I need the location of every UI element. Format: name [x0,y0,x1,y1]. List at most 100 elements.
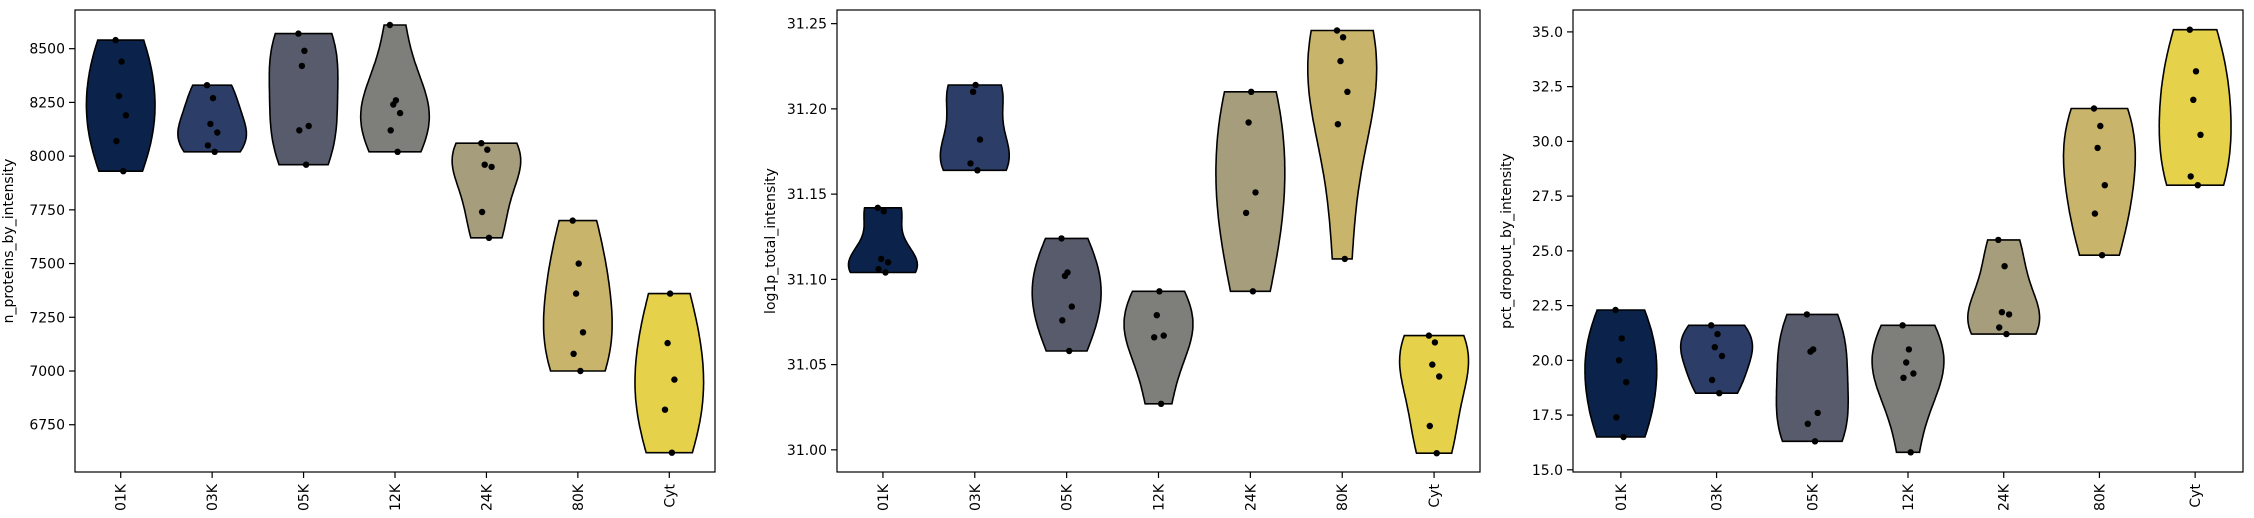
data-point [1618,335,1626,342]
data-point [974,167,981,174]
data-point [1714,330,1721,338]
y-tick-label: 31.00 [787,443,827,459]
violin-12K [1871,324,1945,454]
data-point [112,36,119,44]
data-point [1249,288,1257,295]
data-point [207,120,214,128]
y-tick-label: 17.5 [1532,408,1563,424]
data-point [1708,322,1715,329]
data-point [2194,182,2201,189]
data-point [1429,361,1436,368]
x-tick-label: 80K [571,483,587,511]
y-tick-label: 22.5 [1532,299,1563,315]
data-point [1903,359,1910,366]
data-point [118,58,125,65]
data-point [1334,121,1342,128]
violin-01K [1584,309,1658,438]
data-point [2003,330,2010,338]
data-point [880,208,887,215]
data-point [211,148,218,155]
violin-24K [451,142,522,239]
y-tick-label: 7500 [29,257,65,273]
y-tick-label: 35.0 [1532,25,1563,41]
data-point [661,406,669,413]
y-tick-label: 8000 [29,149,65,165]
data-point [1899,322,1906,329]
x-tick-label: Cyt [1427,484,1443,508]
y-tick-label: 6750 [29,418,65,434]
data-point [2001,263,2008,270]
x-tick-label: 24K [1997,483,2013,511]
data-point [976,136,984,143]
data-point [485,234,493,241]
data-point [1612,306,1619,314]
data-point [575,260,582,267]
y-tick-label: 25.0 [1532,244,1563,260]
data-point [570,350,577,357]
data-point [1333,27,1341,34]
y-tick-label: 31.20 [787,102,827,118]
chart-panel-2: 31.00 31.05 31.10 31.15 31.20 31.25 01K 03K 05K 1… [763,9,1481,511]
violin-01K [847,207,919,274]
violin-03K [177,84,248,153]
x-tick-label: 12K [1152,483,1168,511]
data-point [1068,303,1076,310]
data-point [2187,173,2194,180]
data-point [115,92,123,100]
data-point [296,127,303,134]
x-tick-label: 80K [2092,483,2108,511]
y-tick-label: 31.15 [787,187,827,203]
data-point [1151,334,1158,341]
y-tick-label: 31.25 [787,17,827,33]
data-point [1814,409,1821,417]
x-tick-label: 01K [1614,483,1630,511]
x-tick-label: 80K [1335,483,1351,511]
data-point [1620,433,1627,441]
data-point [488,163,495,171]
data-point [569,217,576,224]
x-tick-label: 12K [388,483,404,511]
data-point [1811,438,1819,445]
data-point [305,122,312,130]
y-tick-label: 20.0 [1532,353,1563,369]
data-point [1905,346,1913,353]
data-point [666,290,674,297]
data-point [298,62,306,70]
data-point [295,30,302,37]
data-point [2094,144,2101,152]
data-point [1426,422,1434,430]
data-point [1995,236,2002,244]
data-point [392,97,400,104]
data-point [1615,357,1623,364]
data-point [874,204,881,211]
data-point [1433,450,1440,457]
y-tick-label: 7750 [29,203,65,219]
data-point [302,161,310,168]
data-point [1910,370,1917,377]
data-point [1344,88,1351,96]
data-point [481,161,488,168]
data-point [1156,288,1163,295]
data-point [2097,122,2104,130]
data-point [972,81,979,89]
y-tick-label: 30.0 [1532,134,1563,150]
data-point [1996,324,2003,331]
violin-03K [939,84,1010,172]
x-tick-label: 03K [1710,483,1726,511]
data-point [386,21,394,29]
violin-05K [1775,313,1849,443]
x-tick-label: Cyt [662,484,678,508]
data-point [2090,105,2098,112]
y-tick-label: 8250 [29,95,65,111]
data-point [671,376,678,383]
x-tick-label: 05K [1060,483,1076,511]
y-axis-label: pct_dropout_by_intensity [1499,153,1515,329]
data-point [2190,96,2197,104]
data-point [969,88,977,96]
data-point [1711,344,1719,351]
data-point [1803,311,1811,318]
data-point [1998,309,2006,316]
data-point [1431,339,1439,346]
x-tick-label: 01K [114,483,130,511]
